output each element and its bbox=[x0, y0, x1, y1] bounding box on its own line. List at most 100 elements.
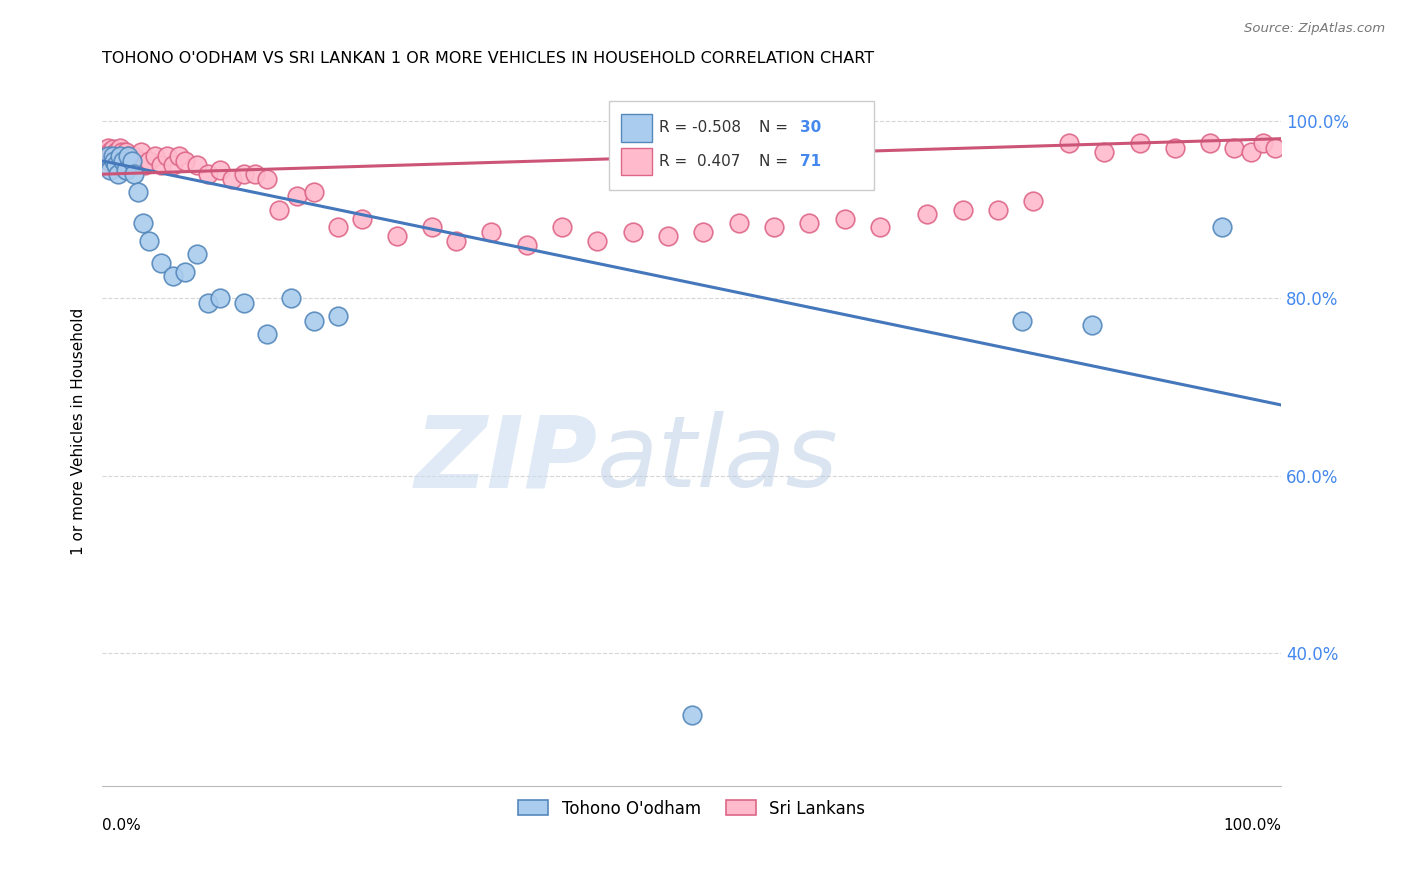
Point bbox=[479, 225, 502, 239]
Point bbox=[1128, 136, 1150, 150]
Point bbox=[173, 153, 195, 168]
Point bbox=[1081, 318, 1104, 332]
Point bbox=[350, 211, 373, 226]
FancyBboxPatch shape bbox=[621, 147, 651, 175]
Point bbox=[197, 296, 219, 310]
Text: 30: 30 bbox=[800, 120, 821, 136]
Point bbox=[209, 162, 232, 177]
Point bbox=[692, 225, 714, 239]
Point bbox=[232, 167, 254, 181]
Text: N =: N = bbox=[759, 120, 793, 136]
Point bbox=[197, 167, 219, 181]
Point bbox=[232, 296, 254, 310]
Point bbox=[834, 211, 856, 226]
Point bbox=[100, 145, 122, 159]
Point bbox=[101, 142, 124, 156]
Point bbox=[97, 140, 120, 154]
Point bbox=[103, 153, 125, 168]
Point bbox=[186, 158, 208, 172]
Point bbox=[104, 147, 127, 161]
Point bbox=[107, 149, 129, 163]
Point bbox=[280, 292, 302, 306]
FancyBboxPatch shape bbox=[621, 114, 651, 142]
FancyBboxPatch shape bbox=[609, 102, 875, 190]
Point bbox=[94, 149, 117, 163]
Point bbox=[621, 225, 644, 239]
Text: atlas: atlas bbox=[598, 411, 839, 508]
Point bbox=[121, 158, 143, 172]
Point bbox=[105, 145, 128, 159]
Point bbox=[100, 162, 122, 177]
Point bbox=[1264, 140, 1286, 154]
Point bbox=[917, 207, 939, 221]
Point bbox=[444, 234, 467, 248]
Text: R =  0.407: R = 0.407 bbox=[658, 154, 740, 169]
Point bbox=[326, 309, 349, 323]
Text: 100.0%: 100.0% bbox=[1223, 819, 1281, 833]
Point bbox=[516, 238, 538, 252]
Point bbox=[103, 151, 125, 165]
Point bbox=[143, 149, 166, 163]
Text: R = -0.508: R = -0.508 bbox=[658, 120, 741, 136]
Point bbox=[1223, 140, 1246, 154]
Text: Source: ZipAtlas.com: Source: ZipAtlas.com bbox=[1244, 22, 1385, 36]
Point bbox=[150, 158, 173, 172]
Point bbox=[681, 708, 703, 723]
Point bbox=[111, 145, 134, 159]
Point bbox=[112, 153, 135, 168]
Point bbox=[105, 158, 128, 172]
Point bbox=[138, 234, 160, 248]
Point bbox=[101, 149, 124, 163]
Point bbox=[117, 149, 139, 163]
Point bbox=[129, 145, 152, 159]
Point bbox=[117, 149, 139, 163]
Point bbox=[98, 153, 121, 168]
Y-axis label: 1 or more Vehicles in Household: 1 or more Vehicles in Household bbox=[72, 308, 86, 555]
Point bbox=[727, 216, 749, 230]
Point bbox=[114, 145, 136, 159]
Point bbox=[952, 202, 974, 217]
Point bbox=[156, 149, 179, 163]
Point bbox=[586, 234, 609, 248]
Point bbox=[304, 185, 326, 199]
Point bbox=[657, 229, 679, 244]
Point bbox=[114, 162, 136, 177]
Point bbox=[127, 185, 149, 199]
Point bbox=[1251, 136, 1274, 150]
Point bbox=[132, 216, 155, 230]
Point bbox=[108, 149, 131, 163]
Point bbox=[285, 189, 308, 203]
Point bbox=[799, 216, 821, 230]
Point bbox=[138, 153, 160, 168]
Point bbox=[100, 149, 122, 163]
Point bbox=[256, 326, 278, 341]
Point bbox=[385, 229, 408, 244]
Point bbox=[551, 220, 574, 235]
Point bbox=[110, 149, 132, 163]
Point bbox=[162, 158, 184, 172]
Point bbox=[987, 202, 1010, 217]
Legend: Tohono O'odham, Sri Lankans: Tohono O'odham, Sri Lankans bbox=[512, 793, 872, 824]
Point bbox=[209, 292, 232, 306]
Point bbox=[114, 149, 136, 163]
Point bbox=[186, 247, 208, 261]
Point bbox=[1211, 220, 1233, 235]
Point bbox=[267, 202, 290, 217]
Point bbox=[420, 220, 443, 235]
Point bbox=[304, 313, 326, 327]
Point bbox=[162, 269, 184, 284]
Text: N =: N = bbox=[759, 154, 793, 169]
Point bbox=[256, 171, 278, 186]
Point bbox=[127, 153, 149, 168]
Point bbox=[167, 149, 190, 163]
Point bbox=[122, 149, 145, 163]
Point bbox=[122, 167, 145, 181]
Point bbox=[134, 158, 156, 172]
Text: 0.0%: 0.0% bbox=[103, 819, 141, 833]
Text: TOHONO O'ODHAM VS SRI LANKAN 1 OR MORE VEHICLES IN HOUSEHOLD CORRELATION CHART: TOHONO O'ODHAM VS SRI LANKAN 1 OR MORE V… bbox=[103, 51, 875, 66]
Point bbox=[112, 153, 135, 168]
Point bbox=[107, 153, 129, 168]
Point bbox=[173, 265, 195, 279]
Point bbox=[1164, 140, 1187, 154]
Point bbox=[107, 167, 129, 181]
